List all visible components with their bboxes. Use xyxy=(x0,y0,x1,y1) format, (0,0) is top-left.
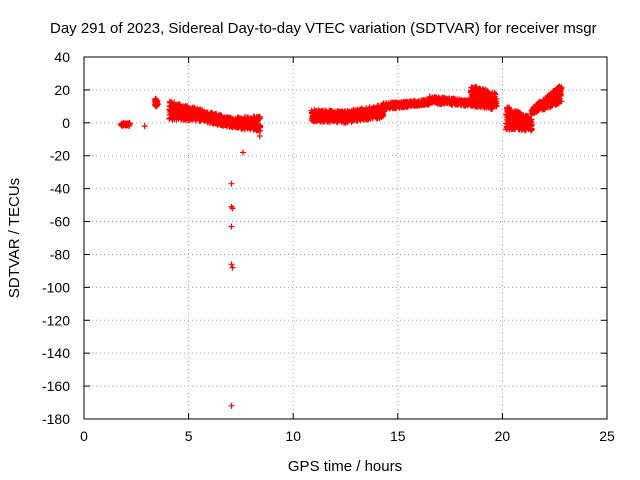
x-axis-title: GPS time / hours xyxy=(288,458,402,475)
y-tick-label: -80 xyxy=(50,246,70,262)
data-point xyxy=(228,261,235,268)
y-tick-label: -160 xyxy=(42,378,70,394)
data-point xyxy=(239,149,246,156)
y-tick-label: -120 xyxy=(42,312,70,328)
x-tick-label: 25 xyxy=(599,428,615,444)
data-point xyxy=(122,121,129,128)
data-point xyxy=(507,106,514,113)
axes: 0 5 10 15 20 25 40 20 0 -20 -40 -60 -80 -100 -120 -140 -… xyxy=(42,49,615,444)
data-point xyxy=(528,116,535,123)
data-point xyxy=(528,122,535,129)
y-tick-label: -60 xyxy=(50,214,70,230)
data-point xyxy=(484,88,491,95)
data-point xyxy=(558,98,565,105)
x-tick-label: 20 xyxy=(495,428,511,444)
plot-frame xyxy=(83,56,608,420)
data-point xyxy=(228,402,235,409)
data-points xyxy=(118,83,565,409)
x-tick-label: 10 xyxy=(285,428,301,444)
data-point xyxy=(154,100,161,107)
y-tick-label: -140 xyxy=(42,345,70,361)
data-point xyxy=(228,180,235,187)
data-point xyxy=(256,113,263,120)
data-point xyxy=(557,89,564,96)
x-tick-label: 0 xyxy=(80,428,88,444)
x-tick-label: 15 xyxy=(390,428,406,444)
data-point xyxy=(256,132,263,139)
y-tick-label: -20 xyxy=(50,148,70,164)
data-point xyxy=(473,84,480,91)
data-point xyxy=(228,223,235,230)
y-tick-label: -180 xyxy=(42,411,70,427)
data-point xyxy=(257,123,264,130)
x-tick-label: 5 xyxy=(185,428,193,444)
y-tick-label: 20 xyxy=(54,82,70,98)
data-point xyxy=(229,264,236,271)
data-point xyxy=(380,113,387,120)
y-tick-label: 0 xyxy=(62,115,70,131)
data-point xyxy=(484,89,491,96)
data-point xyxy=(141,123,148,130)
y-tick-label: -40 xyxy=(50,181,70,197)
y-tick-label: -100 xyxy=(42,279,70,295)
y-tick-label: 40 xyxy=(54,49,70,65)
y-axis-title: SDTVAR / TECUs xyxy=(6,178,23,298)
data-point xyxy=(493,98,500,105)
data-point xyxy=(491,90,498,97)
chart-title: Day 291 of 2023, Sidereal Day-to-day VTE… xyxy=(50,20,597,37)
data-point xyxy=(229,205,236,212)
